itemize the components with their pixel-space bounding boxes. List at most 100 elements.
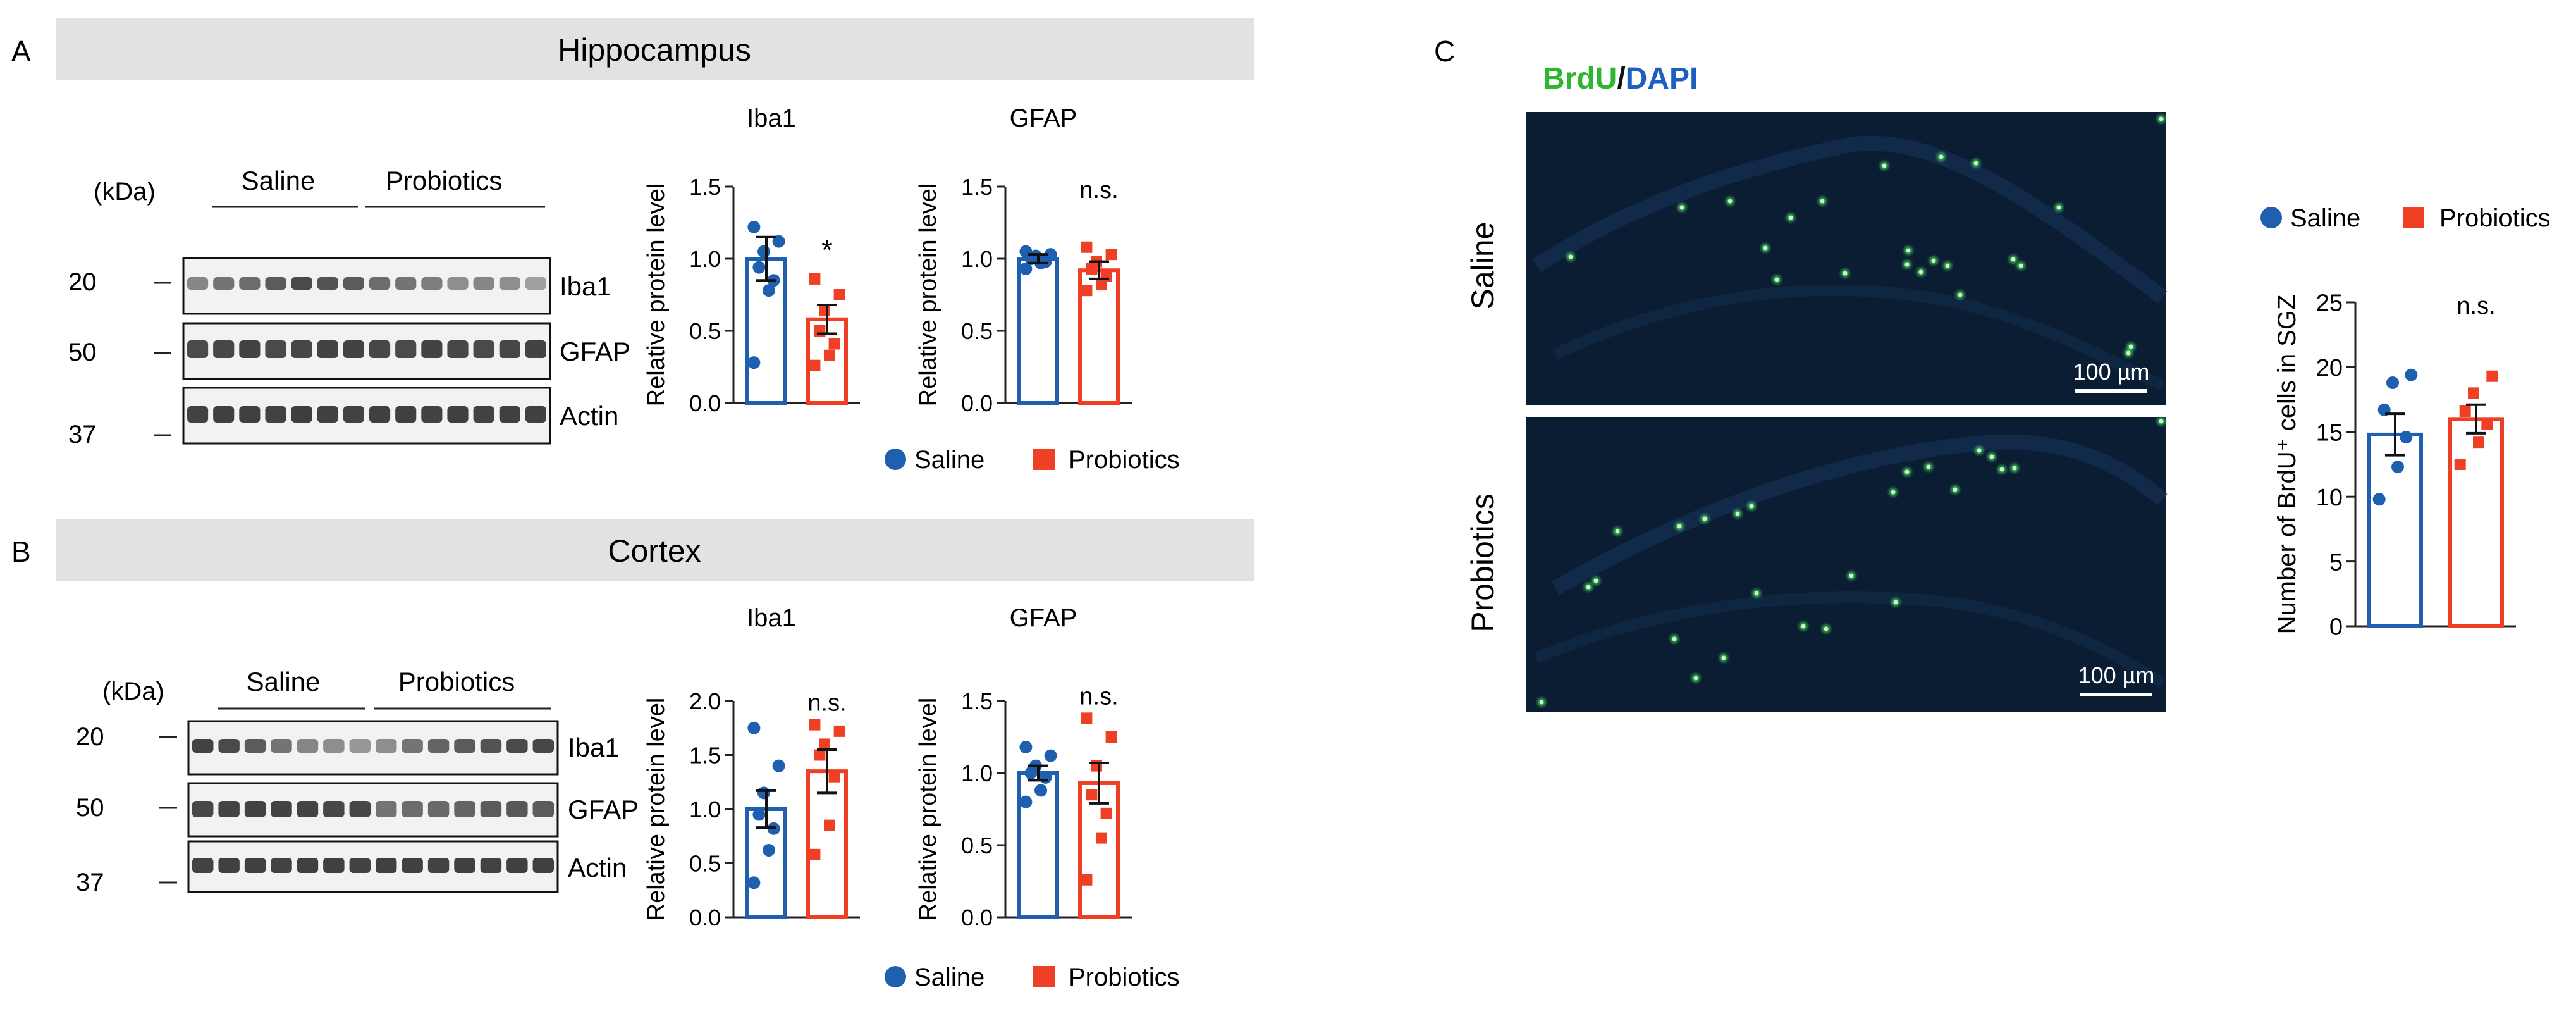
micrograph-row-label-saline: Saline xyxy=(1465,222,1500,310)
blot-band xyxy=(317,406,338,423)
panel-b-letter: B xyxy=(11,535,31,568)
brdu-cell xyxy=(1702,516,1707,521)
brdu-cell xyxy=(1906,248,1911,253)
y-tick-label: 0.5 xyxy=(961,833,993,858)
chart-cortex-iba1: 0.0 0.5 1.0 1.5 2.0 Relative protein level Iba… xyxy=(643,604,860,931)
y-tick-label: 0.0 xyxy=(689,390,721,416)
data-point-saline xyxy=(2386,376,2399,389)
blot-band xyxy=(239,406,261,423)
bar-probiotics xyxy=(2448,417,2504,628)
data-point-saline xyxy=(752,261,766,274)
blot-band-label-gfap: GFAP xyxy=(560,337,630,366)
significance-label: n.s. xyxy=(2456,293,2495,319)
brdu-cell xyxy=(1749,504,1754,509)
data-point-saline xyxy=(763,843,775,857)
significance-label: n.s. xyxy=(807,690,846,717)
brdu-cell xyxy=(1754,591,1759,596)
y-axis-label: Number of BrdU⁺ cells in SGZ xyxy=(2273,295,2301,634)
data-point-probiotics xyxy=(2473,436,2484,449)
data-point-probiotics xyxy=(833,725,845,737)
legend-saline-marker xyxy=(2260,207,2282,228)
blot-group-saline: Saline xyxy=(242,166,316,195)
y-axis-label: Relative protein level xyxy=(643,698,670,921)
blot-band xyxy=(480,739,502,753)
micrograph-saline-background xyxy=(1526,112,2166,405)
blot-band xyxy=(421,406,443,423)
blot-band xyxy=(376,858,397,873)
blot-band xyxy=(427,801,450,817)
chart-cortex-gfap: 0.0 0.5 1.0 1.5 Relative protein level GFAP n.… xyxy=(915,604,1132,931)
blot-band xyxy=(323,739,345,753)
data-point-saline xyxy=(1044,749,1057,762)
brdu-cell xyxy=(2056,205,2061,210)
legend-probiotics-label: Probiotics xyxy=(1069,446,1180,474)
blot-band xyxy=(369,406,391,423)
dentate-gyrus-layer xyxy=(1534,591,2166,688)
blot-marker-20: 20 xyxy=(76,723,104,751)
blot-band-label-gfap: GFAP xyxy=(568,795,639,824)
blot-band xyxy=(369,340,391,358)
data-point-probiotics xyxy=(814,749,826,761)
chart-hippocampus-iba1: 0.0 0.5 1.0 1.5 Relative protein level Iba1 * xyxy=(643,104,860,416)
y-tick-label: 1.0 xyxy=(961,246,993,272)
blot-band xyxy=(525,277,546,290)
blot-marker-37: 37 xyxy=(68,421,97,449)
blot-kda-label: (kDa) xyxy=(94,178,156,206)
brdu-cell xyxy=(1843,271,1848,276)
blot-band xyxy=(427,858,450,873)
chart-title: Iba1 xyxy=(747,604,796,632)
blot-band xyxy=(187,406,209,423)
panel-a-blot: (kDa) Saline Probiotics 20 50 37 Iba1 GF… xyxy=(68,166,630,449)
blot-band xyxy=(506,739,528,753)
brdu-cell xyxy=(1539,700,1544,705)
blot-band xyxy=(323,858,345,873)
panel-b-region-title: Cortex xyxy=(608,533,701,569)
blot-band xyxy=(343,406,364,423)
stain-dapi: DAPI xyxy=(1626,62,1698,96)
dentate-gyrus-layer xyxy=(1553,284,2166,392)
y-tick-label: 2.0 xyxy=(689,688,721,714)
data-point-saline xyxy=(752,808,766,821)
data-point-probiotics xyxy=(809,359,821,371)
blot-band xyxy=(395,277,417,290)
y-tick-label: 25 xyxy=(2316,290,2343,317)
brdu-cell xyxy=(1918,269,1923,275)
legend-probiotics-marker xyxy=(1033,966,1055,987)
blot-band xyxy=(525,340,546,358)
blot-band xyxy=(291,406,312,423)
legend-probiotics-marker xyxy=(2403,207,2424,228)
blot-band xyxy=(271,858,292,873)
data-point-saline xyxy=(1019,262,1033,275)
y-tick-label: 0.5 xyxy=(961,318,993,344)
blot-band-label-iba1: Iba1 xyxy=(560,271,611,301)
blot-band xyxy=(454,739,475,753)
blot-box-gfap xyxy=(187,782,559,838)
y-tick-label: 1.0 xyxy=(689,796,721,822)
blot-marker-50: 50 xyxy=(76,794,104,822)
micrograph-probiotics: 100 µm xyxy=(1526,417,2168,712)
significance-label: n.s. xyxy=(1079,683,1118,710)
blot-band xyxy=(447,406,469,423)
brdu-cell xyxy=(1679,205,1684,210)
legend-probiotics-label: Probiotics xyxy=(1069,963,1180,991)
blot-band xyxy=(239,340,261,358)
data-point-probiotics xyxy=(1105,249,1117,261)
chart-brdu-count: 0 5 10 15 20 25 Number of BrdU⁺ cells in SGZ n.… xyxy=(2273,290,2516,641)
brdu-cell xyxy=(2012,466,2017,471)
blot-band xyxy=(187,277,209,290)
blot-band xyxy=(402,801,423,817)
panel-a-letter: A xyxy=(11,35,31,68)
brdu-cell xyxy=(1763,245,1768,251)
brdu-cell xyxy=(1849,573,1854,578)
brdu-cell xyxy=(1939,154,1944,159)
brdu-cell xyxy=(1721,655,1726,660)
blot-band xyxy=(376,739,397,753)
brdu-cell xyxy=(2159,116,2164,121)
legend-probiotics-marker xyxy=(1033,449,1055,470)
blot-band xyxy=(213,340,235,358)
panel-a: A Hippocampus (kDa) Saline Probiotics 20… xyxy=(11,18,1254,474)
y-tick-label: 10 xyxy=(2316,485,2343,511)
micrograph-row-label-probiotics: Probiotics xyxy=(1465,493,1500,633)
brdu-cell xyxy=(1824,626,1829,631)
